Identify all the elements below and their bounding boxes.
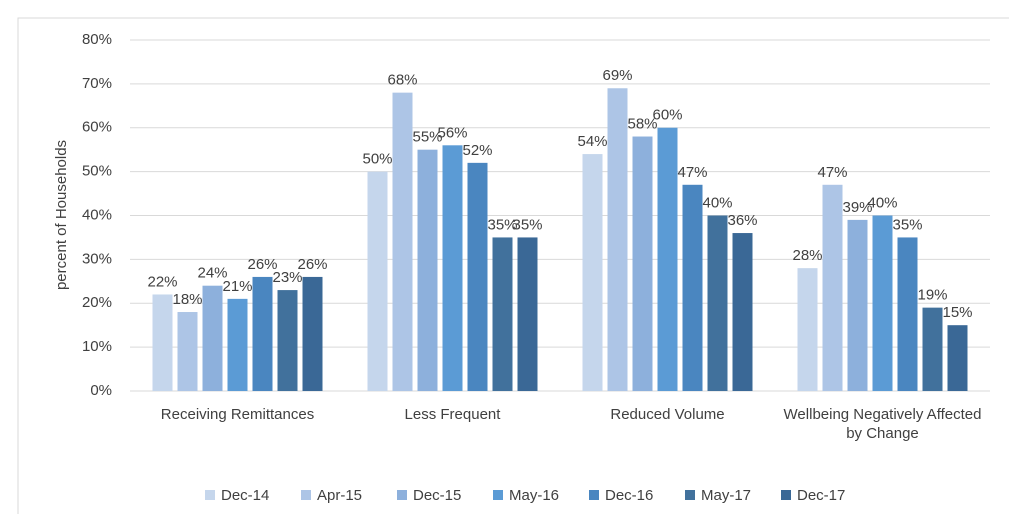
data-label: 21% [222, 278, 252, 295]
bar [872, 215, 893, 391]
bar [227, 298, 248, 391]
data-label: 47% [677, 164, 707, 181]
bar [847, 219, 868, 391]
bar [252, 276, 273, 391]
bar [417, 149, 438, 391]
bar [632, 136, 653, 391]
data-label: 56% [437, 124, 467, 141]
data-label: 54% [577, 133, 607, 150]
data-label: 26% [247, 256, 277, 273]
bar [732, 233, 753, 391]
y-tick-label: 20% [82, 294, 112, 311]
y-tick-label: 10% [82, 338, 112, 355]
y-tick-label: 40% [82, 206, 112, 223]
bar [607, 88, 628, 391]
legend-label: Apr-15 [317, 487, 362, 504]
legend-label: May-16 [509, 487, 559, 504]
bar [152, 294, 173, 391]
data-label: 18% [172, 291, 202, 308]
bar [177, 312, 198, 391]
data-label: 24% [197, 265, 227, 282]
bar [367, 171, 388, 391]
data-label: 36% [727, 212, 757, 229]
data-label: 50% [362, 151, 392, 168]
bar [582, 154, 603, 391]
data-label: 69% [602, 67, 632, 84]
data-label: 35% [892, 216, 922, 233]
bar [682, 184, 703, 391]
legend-swatch [205, 490, 215, 500]
chart-border [17, 17, 1009, 514]
x-tick-label: Receiving Remittances [160, 406, 315, 423]
data-label: 39% [842, 199, 872, 216]
bar [797, 268, 818, 391]
x-tick-label: Less Frequent [404, 406, 501, 423]
data-label: 22% [147, 273, 177, 290]
legend-label: Dec-14 [221, 487, 269, 504]
data-label: 47% [817, 164, 847, 181]
bar [277, 290, 298, 391]
x-tick-label: Wellbeing Negatively Affected by Change [783, 406, 982, 442]
data-label: 35% [512, 216, 542, 233]
legend-swatch [397, 490, 407, 500]
data-label: 35% [487, 216, 517, 233]
y-tick-label: 80% [82, 31, 112, 48]
legend-swatch [493, 490, 503, 500]
data-label: 23% [272, 269, 302, 286]
data-label: 26% [297, 256, 327, 273]
bar [947, 325, 968, 391]
bar [392, 92, 413, 392]
y-tick-label: 0% [90, 382, 112, 399]
legend-swatch [781, 490, 791, 500]
data-label: 60% [652, 107, 682, 124]
y-axis-title: percent of Households [53, 140, 70, 290]
data-label: 15% [942, 304, 972, 321]
legend-label: Dec-15 [413, 487, 461, 504]
bar [922, 307, 943, 391]
y-tick-label: 70% [82, 75, 112, 92]
bar [897, 237, 918, 391]
data-label: 68% [387, 72, 417, 89]
data-label: 19% [917, 287, 947, 304]
legend-label: Dec-17 [797, 487, 845, 504]
x-tick-label: Reduced Volume [610, 406, 725, 423]
legend-swatch [301, 490, 311, 500]
data-label: 52% [462, 142, 492, 159]
y-tick-label: 50% [82, 163, 112, 180]
legend-label: May-17 [701, 487, 751, 504]
bar [707, 215, 728, 391]
bar [442, 145, 463, 391]
y-tick-label: 30% [82, 250, 112, 267]
bar [822, 184, 843, 391]
legend-swatch [589, 490, 599, 500]
data-label: 58% [627, 115, 657, 132]
bar [202, 285, 223, 391]
legend-label: Dec-16 [605, 487, 653, 504]
bar [492, 237, 513, 391]
data-label: 40% [867, 194, 897, 211]
bar [302, 276, 323, 391]
data-label: 28% [792, 247, 822, 264]
data-label: 40% [702, 194, 732, 211]
bar [467, 162, 488, 391]
bar [517, 237, 538, 391]
data-label: 55% [412, 129, 442, 146]
y-tick-label: 60% [82, 119, 112, 136]
legend-swatch [685, 490, 695, 500]
bar [657, 127, 678, 391]
